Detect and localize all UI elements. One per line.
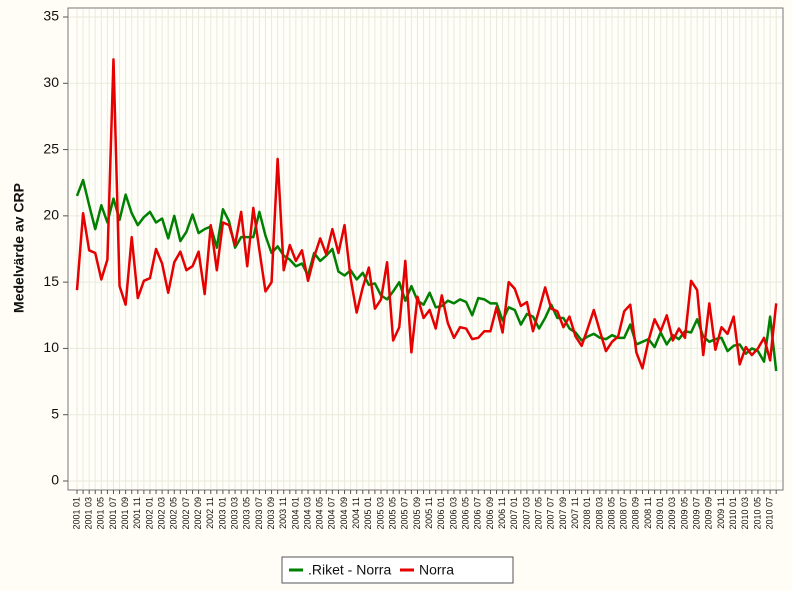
y-tick-label: 25: [43, 140, 59, 156]
x-tick-label: 2006 05: [460, 497, 470, 530]
x-tick-label: 2006 09: [485, 497, 495, 530]
y-tick-label: 5: [51, 405, 59, 421]
x-tick-label: 2005 11: [424, 497, 434, 529]
x-tick-label: 2003 05: [242, 497, 252, 530]
x-tick-label: 2002 05: [169, 497, 179, 530]
x-tick-label: 2010 01: [728, 497, 738, 530]
legend-label: Norra: [419, 562, 454, 578]
x-tick-label: 2010 03: [740, 497, 750, 530]
x-tick-label: 2001 05: [96, 497, 106, 530]
plot-area: [67, 7, 784, 491]
x-tick-label: 2008 07: [619, 497, 629, 530]
x-tick-label: 2006 07: [473, 497, 483, 530]
x-tick-label: 2004 01: [290, 497, 300, 530]
x-tick-label: 2001 01: [71, 497, 81, 530]
y-tick-label: 15: [43, 273, 59, 289]
x-tick-label: 2003 11: [278, 497, 288, 529]
x-tick-label: 2002 09: [193, 497, 203, 530]
x-tick-label: 2008 01: [582, 497, 592, 530]
x-tick-label: 2008 03: [594, 497, 604, 530]
x-tick-label: 2009 05: [679, 497, 689, 530]
x-tick-label: 2007 11: [570, 497, 580, 529]
x-tick-label: 2001 03: [84, 497, 94, 530]
y-tick-label: 10: [43, 339, 59, 355]
x-tick-label: 2006 03: [448, 497, 458, 530]
x-tick-label: 2009 07: [692, 497, 702, 530]
x-tick-label: 2008 11: [643, 497, 653, 529]
x-tick-label: 2008 05: [606, 497, 616, 530]
x-tick-label: 2008 09: [631, 497, 641, 530]
x-tick-label: 2005 01: [363, 497, 373, 530]
series-line: [75, 178, 778, 372]
x-tick-label: 2003 03: [229, 497, 239, 530]
x-tick-label: 2007 07: [546, 497, 556, 530]
x-tick-label: 2002 11: [205, 497, 215, 529]
x-tick-label: 2009 01: [655, 497, 665, 530]
x-tick-label: 2004 05: [315, 497, 325, 530]
x-tick-label: 2004 07: [327, 497, 337, 530]
x-tick-label: 2007 01: [509, 497, 519, 530]
y-tick-label: 0: [51, 472, 59, 488]
x-tick-label: 2006 01: [436, 497, 446, 530]
x-tick-label: 2001 07: [108, 497, 118, 530]
x-tick-label: 2009 11: [716, 497, 726, 529]
x-tick-label: 2009 09: [704, 497, 714, 530]
x-tick-label: 2005 05: [388, 497, 398, 530]
y-tick-label: 30: [43, 74, 59, 90]
x-tick-label: 2010 07: [764, 497, 774, 530]
x-tick-label: 2003 07: [254, 497, 264, 530]
x-tick-label: 2001 11: [132, 497, 142, 529]
x-tick-label: 2003 09: [266, 497, 276, 530]
x-tick-label: 2002 03: [156, 497, 166, 530]
x-tick-label: 2002 07: [181, 497, 191, 530]
series-line: [75, 58, 778, 370]
x-tick-label: 2007 05: [533, 497, 543, 530]
x-tick-label: 2004 09: [339, 497, 349, 530]
x-tick-label: 2005 07: [400, 497, 410, 530]
legend: .Riket - Norra Norra: [281, 556, 514, 584]
x-tick-label: 2007 03: [521, 497, 531, 530]
x-tick-label: 2002 01: [144, 497, 154, 530]
y-tick-label: 35: [43, 8, 59, 24]
x-tick-label: 2005 03: [375, 497, 385, 530]
x-tick-label: 2006 11: [497, 497, 507, 529]
legend-box: [281, 556, 514, 584]
x-tick-label: 2001 09: [120, 497, 130, 530]
y-axis-label: Medelvärde av CRP: [11, 183, 27, 313]
x-tick-label: 2010 05: [752, 497, 762, 530]
x-tick-label: 2009 03: [667, 497, 677, 530]
x-tick-label: 2003 01: [217, 497, 227, 530]
legend-label: .Riket - Norra: [308, 562, 391, 578]
x-tick-label: 2005 09: [412, 497, 422, 530]
x-tick-label: 2004 03: [302, 497, 312, 530]
x-tick-label: 2004 11: [351, 497, 361, 529]
x-tick-label: 2007 09: [558, 497, 568, 530]
y-tick-label: 20: [43, 207, 59, 223]
